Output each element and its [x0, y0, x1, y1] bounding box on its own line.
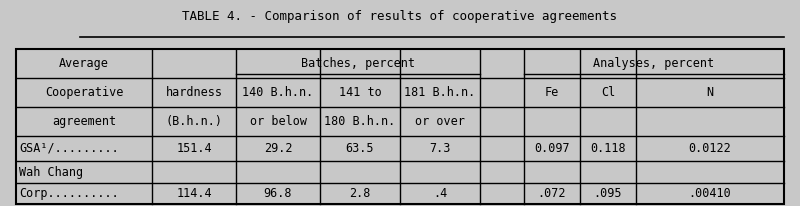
Text: 96.8: 96.8	[264, 187, 292, 200]
Text: .095: .095	[594, 187, 622, 200]
Text: .072: .072	[538, 187, 566, 200]
Text: Cooperative: Cooperative	[45, 86, 123, 99]
Text: .4: .4	[433, 187, 447, 200]
Text: GSA¹/.........: GSA¹/.........	[19, 142, 119, 155]
Text: 0.0122: 0.0122	[689, 142, 731, 155]
Text: N: N	[706, 86, 714, 99]
Text: (B.h.n.): (B.h.n.)	[166, 115, 222, 128]
Bar	[16, 49, 784, 204]
Text: 0.097: 0.097	[534, 142, 570, 155]
Text: Fe: Fe	[545, 86, 559, 99]
Text: or over: or over	[415, 115, 465, 128]
Text: 141 to: 141 to	[338, 86, 382, 99]
Text: or below: or below	[250, 115, 306, 128]
Text: 63.5: 63.5	[346, 142, 374, 155]
Text: 0.118: 0.118	[590, 142, 626, 155]
Text: Analyses, percent: Analyses, percent	[594, 57, 714, 70]
Text: Cl: Cl	[601, 86, 615, 99]
Text: 114.4: 114.4	[176, 187, 212, 200]
Text: 181 B.h.n.: 181 B.h.n.	[404, 86, 476, 99]
Text: 29.2: 29.2	[264, 142, 292, 155]
Text: 2.8: 2.8	[350, 187, 370, 200]
Text: hardness: hardness	[166, 86, 222, 99]
Text: agreement: agreement	[52, 115, 116, 128]
Text: 140 B.h.n.: 140 B.h.n.	[242, 86, 314, 99]
Text: Wah Chang: Wah Chang	[19, 165, 83, 179]
Text: .00410: .00410	[689, 187, 731, 200]
Text: 151.4: 151.4	[176, 142, 212, 155]
Text: 180 B.h.n.: 180 B.h.n.	[324, 115, 396, 128]
Text: Batches, percent: Batches, percent	[301, 57, 415, 70]
Text: Corp..........: Corp..........	[19, 187, 119, 200]
Text: TABLE 4. - Comparison of results of cooperative agreements: TABLE 4. - Comparison of results of coop…	[182, 10, 618, 23]
Text: Average: Average	[59, 57, 109, 70]
Text: 7.3: 7.3	[430, 142, 450, 155]
